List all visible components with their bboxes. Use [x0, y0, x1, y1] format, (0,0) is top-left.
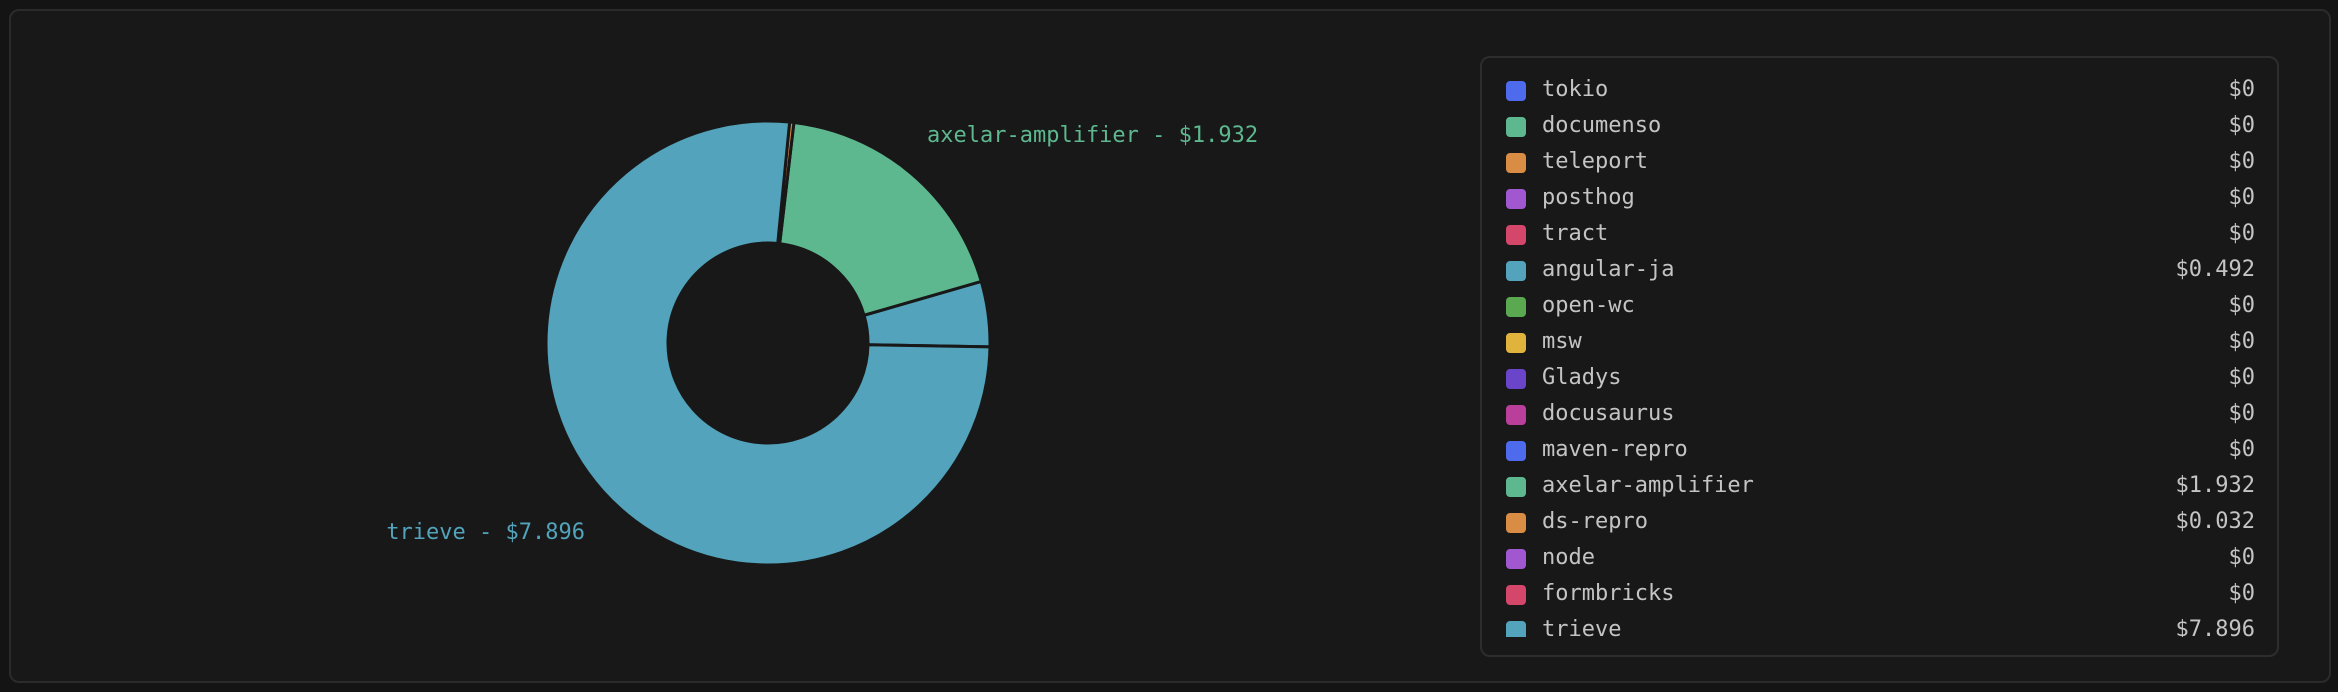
legend-swatch — [1506, 549, 1526, 569]
legend-label: open-wc — [1542, 293, 1635, 318]
chart-card: axelar-amplifier - $1.932 trieve - $7.896… — [9, 9, 2331, 683]
legend-swatch — [1506, 513, 1526, 533]
legend-label: Gladys — [1542, 365, 1622, 390]
legend-label: msw — [1542, 329, 1582, 354]
legend-swatch — [1506, 369, 1526, 389]
slice-label: trieve - $7.896 — [386, 520, 585, 545]
legend-value: $0 — [2228, 401, 2256, 426]
legend-swatch — [1506, 441, 1526, 461]
legend-swatch — [1506, 117, 1526, 137]
legend-value: $1.932 — [2175, 473, 2255, 498]
legend-swatch — [1506, 477, 1526, 497]
slice-label: axelar-amplifier - $1.932 — [927, 123, 1258, 148]
legend-value: $0 — [2228, 581, 2256, 606]
legend-value: $0 — [2228, 221, 2256, 246]
legend-value: $0 — [2228, 437, 2256, 462]
legend-label: maven-repro — [1542, 437, 1688, 462]
donut-chart: axelar-amplifier - $1.932 trieve - $7.896 — [386, 119, 1258, 567]
legend-value: $0.032 — [2175, 509, 2255, 534]
legend-item: msw $0 — [1482, 325, 2277, 361]
legend-value: $0.492 — [2175, 257, 2255, 282]
legend-value: $0 — [2228, 113, 2256, 138]
legend-value: $0 — [2228, 149, 2256, 174]
legend-item: tokio $0 — [1482, 73, 2277, 109]
legend-item: trieve $7.896 — [1482, 613, 2277, 637]
legend-item: open-wc $0 — [1482, 289, 2277, 325]
legend-list: tokio $0 documenso $0 teleport $0 posthog $0 tra… — [1482, 73, 2277, 637]
legend-swatch — [1506, 297, 1526, 317]
legend-swatch — [1506, 261, 1526, 281]
legend-label: tokio — [1542, 77, 1609, 102]
legend-swatch — [1506, 621, 1526, 637]
legend-item: formbricks $0 — [1482, 577, 2277, 613]
legend-swatch — [1506, 333, 1526, 353]
legend-label: docusaurus — [1542, 401, 1675, 426]
legend-item: teleport $0 — [1482, 145, 2277, 181]
legend-item: axelar-amplifier $1.932 — [1482, 469, 2277, 505]
legend-swatch — [1506, 153, 1526, 173]
legend-item: tract $0 — [1482, 217, 2277, 253]
legend-swatch — [1506, 189, 1526, 209]
legend-item: maven-repro $0 — [1482, 433, 2277, 469]
legend-value: $0 — [2228, 293, 2256, 318]
legend-label: formbricks — [1542, 581, 1675, 606]
legend-label: axelar-amplifier — [1542, 473, 1754, 498]
legend-label: node — [1542, 545, 1595, 570]
legend-label: documenso — [1542, 113, 1662, 138]
legend-swatch — [1506, 81, 1526, 101]
legend-label: trieve — [1542, 617, 1622, 637]
legend-swatch — [1506, 225, 1526, 245]
legend-item: documenso $0 — [1482, 109, 2277, 145]
legend: tokio $0 documenso $0 teleport $0 posthog $0 tra… — [1480, 56, 2279, 657]
legend-item: ds-repro $0.032 — [1482, 505, 2277, 541]
legend-item: posthog $0 — [1482, 181, 2277, 217]
legend-swatch — [1506, 585, 1526, 605]
donut-slice — [778, 120, 984, 318]
legend-item: Gladys $0 — [1482, 361, 2277, 397]
legend-item: docusaurus $0 — [1482, 397, 2277, 433]
legend-value: $0 — [2228, 185, 2256, 210]
legend-label: angular-ja — [1542, 257, 1675, 282]
legend-value: $7.896 — [2175, 617, 2255, 637]
donut-slice — [544, 119, 992, 567]
legend-value: $0 — [2228, 77, 2256, 102]
legend-item: angular-ja $0.492 — [1482, 253, 2277, 289]
legend-swatch — [1506, 405, 1526, 425]
legend-value: $0 — [2228, 545, 2256, 570]
legend-value: $0 — [2228, 365, 2256, 390]
legend-label: tract — [1542, 221, 1609, 246]
legend-label: ds-repro — [1542, 509, 1648, 534]
legend-label: teleport — [1542, 149, 1648, 174]
legend-value: $0 — [2228, 329, 2256, 354]
legend-item: node $0 — [1482, 541, 2277, 577]
legend-label: posthog — [1542, 185, 1635, 210]
